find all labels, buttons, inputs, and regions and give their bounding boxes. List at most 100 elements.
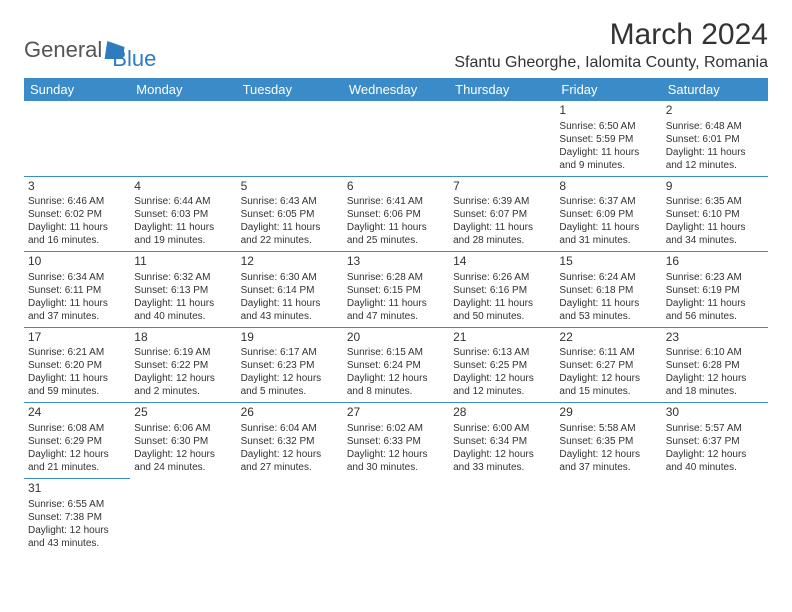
day-sunset: Sunset: 6:18 PM	[559, 284, 657, 297]
logo-text-general: General	[24, 37, 102, 63]
day-header: Friday	[555, 78, 661, 101]
calendar-table: SundayMondayTuesdayWednesdayThursdayFrid…	[24, 78, 768, 554]
calendar-day-cell	[449, 478, 555, 553]
day-daylight: Daylight: 11 hours and 34 minutes.	[666, 221, 764, 247]
day-sunset: Sunset: 6:11 PM	[28, 284, 126, 297]
day-number: 11	[134, 254, 232, 270]
day-header: Saturday	[662, 78, 768, 101]
day-sunrise: Sunrise: 5:57 AM	[666, 422, 764, 435]
calendar-week-row: 31Sunrise: 6:55 AMSunset: 7:38 PMDayligh…	[24, 478, 768, 553]
day-sunset: Sunset: 6:06 PM	[347, 208, 445, 221]
calendar-day-cell: 24Sunrise: 6:08 AMSunset: 6:29 PMDayligh…	[24, 403, 130, 479]
day-sunrise: Sunrise: 6:19 AM	[134, 346, 232, 359]
day-sunset: Sunset: 6:25 PM	[453, 359, 551, 372]
day-daylight: Daylight: 11 hours and 53 minutes.	[559, 297, 657, 323]
calendar-day-cell	[662, 478, 768, 553]
day-sunset: Sunset: 6:35 PM	[559, 435, 657, 448]
day-daylight: Daylight: 12 hours and 37 minutes.	[559, 448, 657, 474]
day-sunrise: Sunrise: 6:06 AM	[134, 422, 232, 435]
calendar-day-cell: 15Sunrise: 6:24 AMSunset: 6:18 PMDayligh…	[555, 252, 661, 328]
day-sunset: Sunset: 6:16 PM	[453, 284, 551, 297]
day-number: 9	[666, 179, 764, 195]
day-sunrise: Sunrise: 6:02 AM	[347, 422, 445, 435]
day-sunrise: Sunrise: 6:15 AM	[347, 346, 445, 359]
day-daylight: Daylight: 12 hours and 24 minutes.	[134, 448, 232, 474]
day-sunset: Sunset: 6:05 PM	[241, 208, 339, 221]
calendar-day-cell: 6Sunrise: 6:41 AMSunset: 6:06 PMDaylight…	[343, 176, 449, 252]
calendar-day-cell: 14Sunrise: 6:26 AMSunset: 6:16 PMDayligh…	[449, 252, 555, 328]
day-number: 5	[241, 179, 339, 195]
day-daylight: Daylight: 11 hours and 50 minutes.	[453, 297, 551, 323]
day-sunrise: Sunrise: 6:55 AM	[28, 498, 126, 511]
calendar-day-cell: 26Sunrise: 6:04 AMSunset: 6:32 PMDayligh…	[237, 403, 343, 479]
day-daylight: Daylight: 11 hours and 25 minutes.	[347, 221, 445, 247]
day-sunset: Sunset: 7:38 PM	[28, 511, 126, 524]
day-sunrise: Sunrise: 6:08 AM	[28, 422, 126, 435]
day-daylight: Daylight: 12 hours and 18 minutes.	[666, 372, 764, 398]
day-number: 10	[28, 254, 126, 270]
day-header: Monday	[130, 78, 236, 101]
calendar-day-cell: 17Sunrise: 6:21 AMSunset: 6:20 PMDayligh…	[24, 327, 130, 403]
day-sunset: Sunset: 6:01 PM	[666, 133, 764, 146]
day-sunrise: Sunrise: 6:34 AM	[28, 271, 126, 284]
day-sunset: Sunset: 6:07 PM	[453, 208, 551, 221]
calendar-day-cell: 10Sunrise: 6:34 AMSunset: 6:11 PMDayligh…	[24, 252, 130, 328]
day-sunset: Sunset: 6:34 PM	[453, 435, 551, 448]
calendar-day-cell: 27Sunrise: 6:02 AMSunset: 6:33 PMDayligh…	[343, 403, 449, 479]
calendar-day-cell: 12Sunrise: 6:30 AMSunset: 6:14 PMDayligh…	[237, 252, 343, 328]
day-sunrise: Sunrise: 6:41 AM	[347, 195, 445, 208]
day-sunrise: Sunrise: 6:04 AM	[241, 422, 339, 435]
calendar-body: 1Sunrise: 6:50 AMSunset: 5:59 PMDaylight…	[24, 101, 768, 554]
day-daylight: Daylight: 12 hours and 8 minutes.	[347, 372, 445, 398]
day-sunset: Sunset: 5:59 PM	[559, 133, 657, 146]
month-title: March 2024	[454, 18, 768, 52]
day-sunrise: Sunrise: 6:24 AM	[559, 271, 657, 284]
day-number: 12	[241, 254, 339, 270]
day-number: 20	[347, 330, 445, 346]
calendar-day-cell: 7Sunrise: 6:39 AMSunset: 6:07 PMDaylight…	[449, 176, 555, 252]
day-sunset: Sunset: 6:33 PM	[347, 435, 445, 448]
calendar-day-cell: 5Sunrise: 6:43 AMSunset: 6:05 PMDaylight…	[237, 176, 343, 252]
day-daylight: Daylight: 12 hours and 40 minutes.	[666, 448, 764, 474]
location-subtitle: Sfantu Gheorghe, Ialomita County, Romani…	[454, 54, 768, 72]
calendar-day-cell	[130, 478, 236, 553]
day-header: Wednesday	[343, 78, 449, 101]
calendar-day-cell: 8Sunrise: 6:37 AMSunset: 6:09 PMDaylight…	[555, 176, 661, 252]
day-sunrise: Sunrise: 6:48 AM	[666, 120, 764, 133]
day-number: 6	[347, 179, 445, 195]
day-sunrise: Sunrise: 6:17 AM	[241, 346, 339, 359]
day-number: 25	[134, 405, 232, 421]
day-sunrise: Sunrise: 6:23 AM	[666, 271, 764, 284]
day-number: 24	[28, 405, 126, 421]
calendar-day-cell	[237, 101, 343, 176]
calendar-week-row: 24Sunrise: 6:08 AMSunset: 6:29 PMDayligh…	[24, 403, 768, 479]
day-number: 19	[241, 330, 339, 346]
day-sunrise: Sunrise: 6:37 AM	[559, 195, 657, 208]
day-sunset: Sunset: 6:14 PM	[241, 284, 339, 297]
day-number: 22	[559, 330, 657, 346]
calendar-day-cell: 31Sunrise: 6:55 AMSunset: 7:38 PMDayligh…	[24, 478, 130, 553]
day-daylight: Daylight: 11 hours and 31 minutes.	[559, 221, 657, 247]
page-header: General Blue March 2024 Sfantu Gheorghe,…	[24, 18, 768, 72]
day-sunset: Sunset: 6:28 PM	[666, 359, 764, 372]
day-number: 31	[28, 481, 126, 497]
day-daylight: Daylight: 11 hours and 40 minutes.	[134, 297, 232, 323]
day-sunset: Sunset: 6:23 PM	[241, 359, 339, 372]
day-number: 14	[453, 254, 551, 270]
day-sunrise: Sunrise: 6:28 AM	[347, 271, 445, 284]
day-sunrise: Sunrise: 6:50 AM	[559, 120, 657, 133]
day-number: 17	[28, 330, 126, 346]
calendar-day-cell: 18Sunrise: 6:19 AMSunset: 6:22 PMDayligh…	[130, 327, 236, 403]
day-sunrise: Sunrise: 5:58 AM	[559, 422, 657, 435]
day-daylight: Daylight: 11 hours and 22 minutes.	[241, 221, 339, 247]
day-daylight: Daylight: 11 hours and 16 minutes.	[28, 221, 126, 247]
day-sunset: Sunset: 6:20 PM	[28, 359, 126, 372]
day-daylight: Daylight: 12 hours and 30 minutes.	[347, 448, 445, 474]
calendar-week-row: 1Sunrise: 6:50 AMSunset: 5:59 PMDaylight…	[24, 101, 768, 176]
calendar-day-cell	[130, 101, 236, 176]
day-daylight: Daylight: 12 hours and 5 minutes.	[241, 372, 339, 398]
calendar-day-cell	[343, 101, 449, 176]
calendar-day-cell	[555, 478, 661, 553]
calendar-day-cell: 20Sunrise: 6:15 AMSunset: 6:24 PMDayligh…	[343, 327, 449, 403]
day-sunset: Sunset: 6:03 PM	[134, 208, 232, 221]
